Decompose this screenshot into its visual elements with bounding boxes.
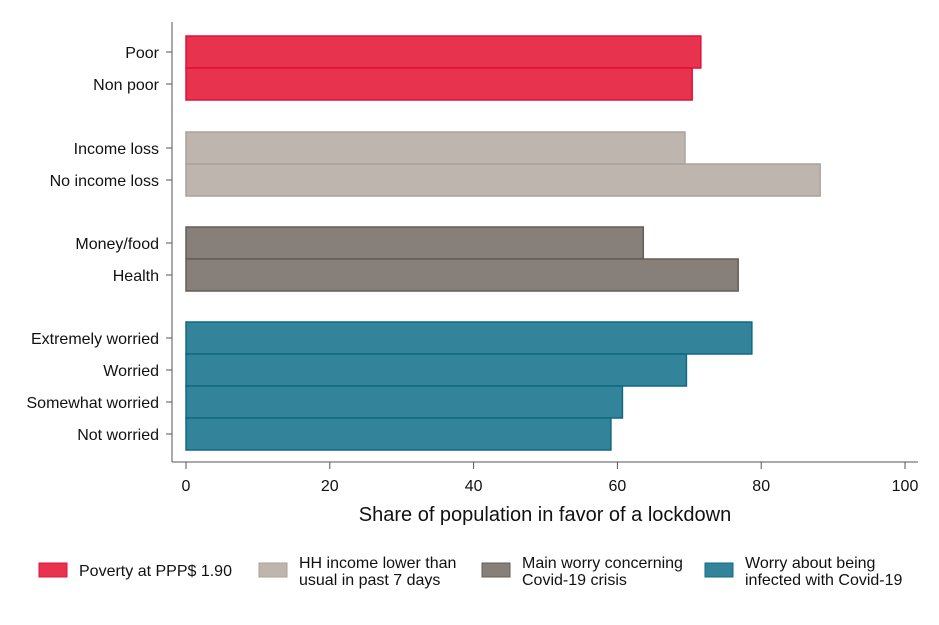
- x-tick-label: 0: [182, 478, 191, 495]
- legend-label: Worry about being: [745, 555, 875, 572]
- y-tick-label: Poor: [125, 45, 159, 62]
- legend-label: usual in past 7 days: [299, 572, 440, 589]
- x-tick-label: 80: [752, 478, 770, 495]
- y-tick-label: Worried: [103, 363, 159, 380]
- x-tick-label: 40: [465, 478, 483, 495]
- legend-label: Poverty at PPP$ 1.90: [79, 563, 232, 580]
- bar: [185, 385, 624, 419]
- y-tick-label: Money/food: [75, 236, 159, 253]
- y-tick-label: Non poor: [93, 77, 159, 94]
- y-tick-label: No income loss: [50, 173, 159, 190]
- legend-swatch: [38, 562, 68, 578]
- x-tick-label: 60: [609, 478, 627, 495]
- legend-label: Covid-19 crisis: [522, 572, 627, 589]
- x-axis-label: Share of population in favor of a lockdo…: [359, 504, 731, 526]
- bar: [185, 35, 702, 69]
- y-tick-label: Somewhat worried: [27, 395, 160, 412]
- x-tick-label: 100: [892, 478, 919, 495]
- legend-label: Main worry concerning: [522, 555, 683, 572]
- bar: [185, 226, 645, 260]
- legend-label: infected with Covid-19: [745, 572, 903, 589]
- legend-swatch: [258, 562, 288, 578]
- bar: [185, 163, 821, 197]
- bar: [185, 67, 693, 101]
- bar: [185, 417, 612, 451]
- bar: [185, 353, 688, 387]
- bar: [185, 131, 686, 165]
- bar: [185, 258, 739, 292]
- y-tick-label: Not worried: [77, 427, 159, 444]
- y-tick-label: Health: [113, 268, 159, 285]
- x-tick-label: 20: [321, 478, 339, 495]
- y-tick-label: Extremely worried: [31, 331, 159, 348]
- legend-swatch: [481, 562, 511, 578]
- bar: [185, 321, 753, 355]
- legend-label: HH income lower than: [299, 555, 456, 572]
- legend-swatch: [704, 562, 734, 578]
- y-tick-label: Income loss: [74, 141, 159, 158]
